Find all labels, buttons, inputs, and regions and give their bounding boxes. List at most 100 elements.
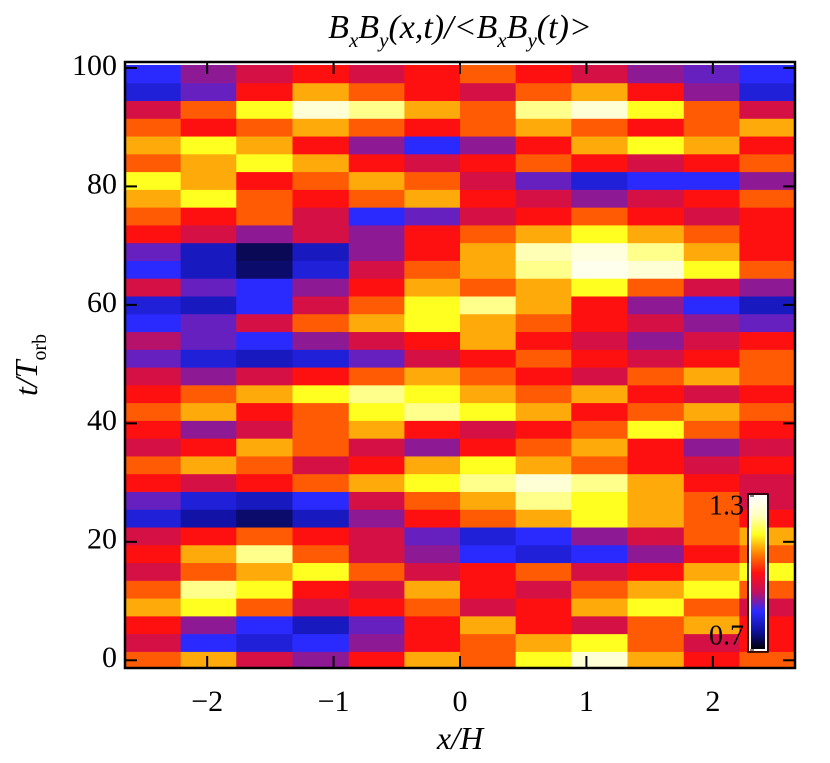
heatmap-cell (460, 544, 517, 564)
heatmap-cell (404, 384, 461, 404)
heatmap-cell (348, 313, 405, 333)
heatmap-cell (236, 207, 293, 226)
heatmap-cell (627, 402, 685, 421)
heatmap-cell (125, 509, 182, 528)
heatmap-cell (627, 189, 685, 208)
heatmap-cell (125, 331, 182, 350)
heatmap-cell (348, 651, 405, 668)
heatmap-cell (627, 491, 685, 510)
heatmap-cell (460, 455, 517, 475)
heatmap-cell (348, 153, 405, 173)
heatmap-cell (292, 651, 350, 668)
text-part: B (358, 9, 379, 46)
heatmap-cell (404, 100, 461, 119)
heatmap-cell (627, 295, 685, 315)
y-tick-label: 20 (87, 523, 117, 556)
heatmap-cell (180, 402, 237, 421)
heatmap-cell (292, 367, 350, 386)
heatmap-cell (627, 420, 685, 439)
heatmap-cell (515, 136, 572, 155)
heatmap-cell (683, 82, 740, 102)
heatmap-cell (236, 562, 293, 581)
heatmap-cell (571, 295, 628, 315)
heatmap-cell (292, 491, 350, 510)
heatmap-cell (571, 260, 628, 279)
heatmap-cell (460, 349, 517, 368)
heatmap-cell (236, 509, 293, 528)
heatmap-cell (515, 331, 572, 350)
x-tick-label: −1 (318, 685, 350, 718)
colorbar-tick-label: 1.3 (709, 490, 744, 521)
heatmap-cell (683, 598, 740, 617)
heatmap-cell (236, 527, 293, 546)
heatmap-cell (515, 82, 572, 102)
heatmap-cell (348, 598, 405, 617)
heatmap-cell (292, 438, 350, 457)
heatmap-cell (125, 100, 182, 119)
heatmap-cell (460, 260, 517, 279)
heatmap-cell (125, 349, 182, 368)
heatmap-cell (236, 313, 293, 333)
heatmap-cell (739, 278, 795, 297)
heatmap-cell (404, 367, 461, 386)
heatmap-cell (739, 224, 795, 244)
heatmap-cell (571, 562, 628, 581)
heatmap-cell (460, 598, 517, 617)
heatmap-cell (683, 349, 740, 368)
heatmap-cell (236, 100, 293, 119)
heatmap-cell (292, 260, 350, 279)
heatmap-cell (404, 295, 461, 315)
heatmap-cell (292, 136, 350, 155)
heatmap-cell (125, 633, 182, 652)
heatmap-cell (515, 562, 572, 581)
heatmap-cell (404, 402, 461, 421)
heatmap-cell (515, 384, 572, 404)
heatmap-cell (348, 242, 405, 261)
heatmap-cell (236, 367, 293, 386)
heatmap-cell (683, 278, 740, 297)
heatmap-cell (125, 278, 182, 297)
heatmap-cell (404, 331, 461, 350)
heatmap-cell (460, 509, 517, 528)
heatmap-cell (739, 367, 795, 386)
heatmap-cell (460, 171, 517, 190)
heatmap-cell (683, 207, 740, 226)
heatmap-cell (236, 473, 293, 492)
heatmap-cell (125, 402, 182, 421)
heatmap-cell (236, 651, 293, 668)
heatmap-cell (627, 64, 685, 84)
heatmap-cell (683, 438, 740, 457)
heatmap-cell (739, 349, 795, 368)
heatmap-cell (627, 136, 685, 155)
heatmap-cell (460, 278, 517, 297)
heatmap-cell (683, 64, 740, 84)
y-tick-label: 0 (102, 641, 117, 674)
heatmap-cell (460, 580, 517, 599)
x-tick-label: 1 (579, 685, 594, 718)
heatmap-cell (627, 384, 685, 404)
x-tick-label: −2 (191, 685, 223, 718)
heatmap-cell (739, 260, 795, 279)
heatmap-cell (348, 367, 405, 386)
heatmap-cell (292, 64, 350, 84)
heatmap-cell (627, 651, 685, 668)
heatmap-cell (627, 278, 685, 297)
colorbar-tick-label: 0.7 (709, 620, 744, 651)
heatmap-cell (515, 349, 572, 368)
heatmap-cell (515, 242, 572, 261)
heatmap-cell (571, 527, 628, 546)
heatmap-cell (180, 562, 237, 581)
heatmap-cell (180, 153, 237, 173)
heatmap-cell (180, 64, 237, 84)
heatmap-cell (348, 100, 405, 119)
heatmap-cell (292, 527, 350, 546)
heatmap-cell (627, 527, 685, 546)
heatmap-cell (180, 633, 237, 652)
heatmap-cell (683, 331, 740, 350)
heatmap-cell (627, 207, 685, 226)
heatmap-cell (627, 331, 685, 350)
heatmap-cell (515, 544, 572, 564)
text-part: x/H (436, 720, 485, 756)
heatmap-cell (292, 402, 350, 421)
heatmap-cell (180, 100, 237, 119)
